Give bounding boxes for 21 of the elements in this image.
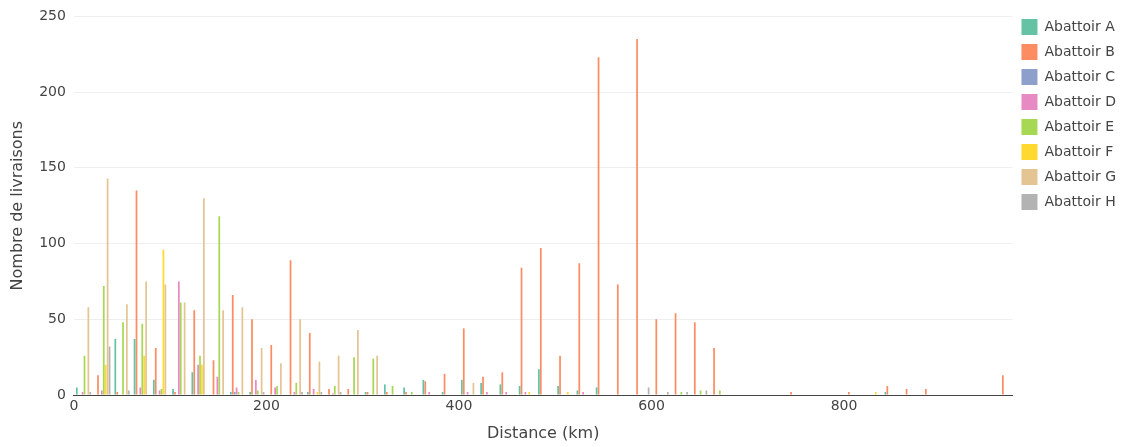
x-axis-title: Distance (km) [487, 422, 600, 442]
legend-label: Abattoir G [1044, 167, 1116, 184]
legend-label: Abattoir B [1044, 42, 1115, 59]
y-tick-label: 150 [39, 158, 66, 175]
x-tick-label: 0 [69, 397, 79, 414]
legend-label: Abattoir D [1044, 92, 1116, 109]
legend-label: Abattoir H [1044, 192, 1116, 209]
x-tick-label: 400 [445, 397, 473, 414]
x-tick-label: 200 [253, 397, 280, 414]
x-tick-label: 800 [830, 397, 858, 414]
y-tick-label: 100 [39, 234, 66, 251]
legend-label: Abattoir F [1044, 142, 1114, 159]
y-tick-label: 0 [57, 385, 66, 402]
legend-label: Abattoir E [1044, 117, 1114, 134]
y-tick-label: 250 [39, 7, 66, 24]
legend-label: Abattoir A [1044, 17, 1116, 34]
x-tick-label: 600 [638, 397, 665, 414]
legend-label: Abattoir C [1044, 67, 1116, 84]
y-tick-label: 200 [39, 82, 66, 99]
y-tick-label: 50 [48, 309, 66, 326]
y-axis-title: Nombre de livraisons [6, 120, 26, 291]
